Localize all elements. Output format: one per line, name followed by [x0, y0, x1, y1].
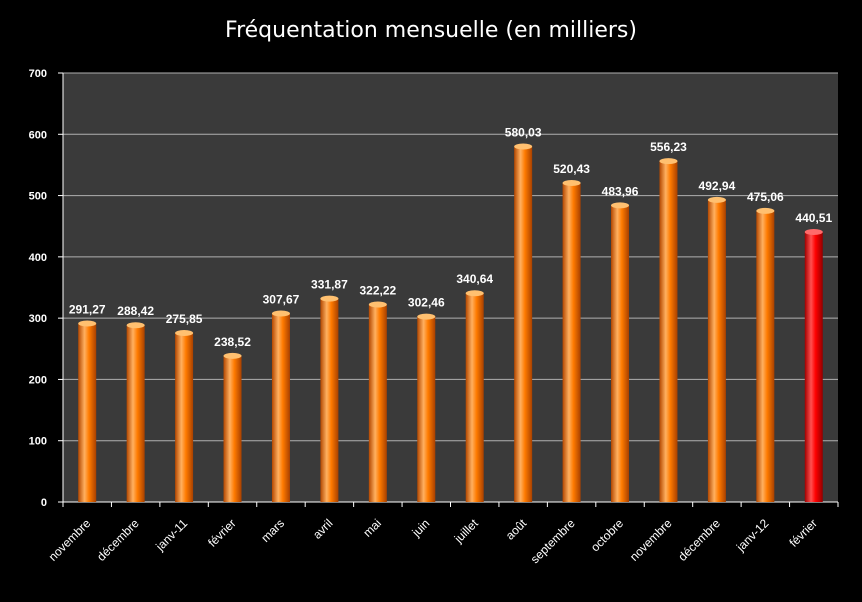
bar-top [707, 196, 726, 203]
bar-highlight [804, 232, 823, 502]
x-tick-label: juin [409, 516, 433, 540]
x-tick-label: novembre [46, 516, 94, 564]
data-label: 275,85 [166, 312, 203, 326]
bar [514, 146, 533, 502]
y-tick-label: 200 [29, 374, 47, 386]
bar [126, 325, 145, 502]
data-label: 238,52 [214, 335, 251, 349]
data-label: 440,51 [795, 211, 832, 225]
x-tick-label: janv-12 [733, 516, 772, 555]
bar-top [175, 329, 194, 336]
bar-top [611, 202, 630, 209]
data-label: 307,67 [263, 292, 300, 306]
x-tick-label: juillet [451, 516, 481, 546]
x-tick-label: octobre [588, 516, 626, 554]
bar [562, 183, 581, 502]
bar-top [804, 229, 823, 236]
bar-top [223, 352, 242, 359]
bar [465, 293, 484, 502]
data-label: 302,46 [408, 296, 445, 310]
data-label: 492,94 [699, 179, 736, 193]
x-tick-label: avril [310, 516, 335, 541]
bar [611, 205, 630, 502]
bar [707, 199, 726, 502]
bar-top [368, 301, 387, 308]
bar-top [126, 322, 145, 329]
x-tick-label: mars [258, 516, 287, 545]
bar-top [562, 180, 581, 187]
bar-top [465, 290, 484, 297]
bar [659, 161, 678, 502]
bar-top [417, 313, 436, 320]
bar [756, 210, 775, 502]
x-tick-label: février [205, 516, 238, 549]
data-label: 580,03 [505, 126, 542, 140]
chart-title: Fréquentation mensuelle (en milliers) [225, 18, 637, 43]
x-tick-label: août [503, 516, 530, 543]
x-tick-label: septembre [528, 516, 578, 566]
bar [78, 323, 97, 502]
bar [175, 332, 194, 502]
bar [271, 313, 290, 502]
data-label: 331,87 [311, 278, 348, 292]
bar-top [271, 310, 290, 317]
data-label: 322,22 [359, 284, 396, 298]
x-tick-label: novembre [627, 516, 675, 564]
y-tick-label: 500 [29, 191, 47, 203]
bar [417, 316, 436, 502]
x-tick-label: février [786, 516, 819, 549]
x-tick-label: mai [360, 516, 384, 540]
x-tick-label: janv-11 [152, 516, 190, 554]
data-label: 520,43 [553, 162, 590, 176]
data-label: 475,06 [747, 190, 784, 204]
data-label: 291,27 [69, 302, 106, 316]
y-tick-label: 300 [29, 313, 47, 325]
y-tick-label: 600 [29, 129, 47, 141]
data-label: 288,42 [117, 304, 154, 318]
y-tick-label: 0 [41, 497, 47, 509]
bar [223, 355, 242, 502]
bar-top [78, 320, 97, 327]
bar [320, 298, 339, 502]
bar-top [756, 207, 775, 214]
data-label: 483,96 [602, 184, 639, 198]
bar [368, 304, 387, 502]
x-tick-label: décembre [94, 516, 142, 564]
data-label: 556,23 [650, 140, 687, 154]
x-tick-label: décembre [675, 516, 723, 564]
bar-top [659, 158, 678, 165]
bar-top [320, 295, 339, 302]
y-tick-label: 700 [29, 68, 47, 80]
data-label: 340,64 [456, 272, 493, 286]
y-tick-label: 400 [29, 252, 47, 264]
bar-top [514, 143, 533, 150]
y-tick-label: 100 [29, 436, 47, 448]
